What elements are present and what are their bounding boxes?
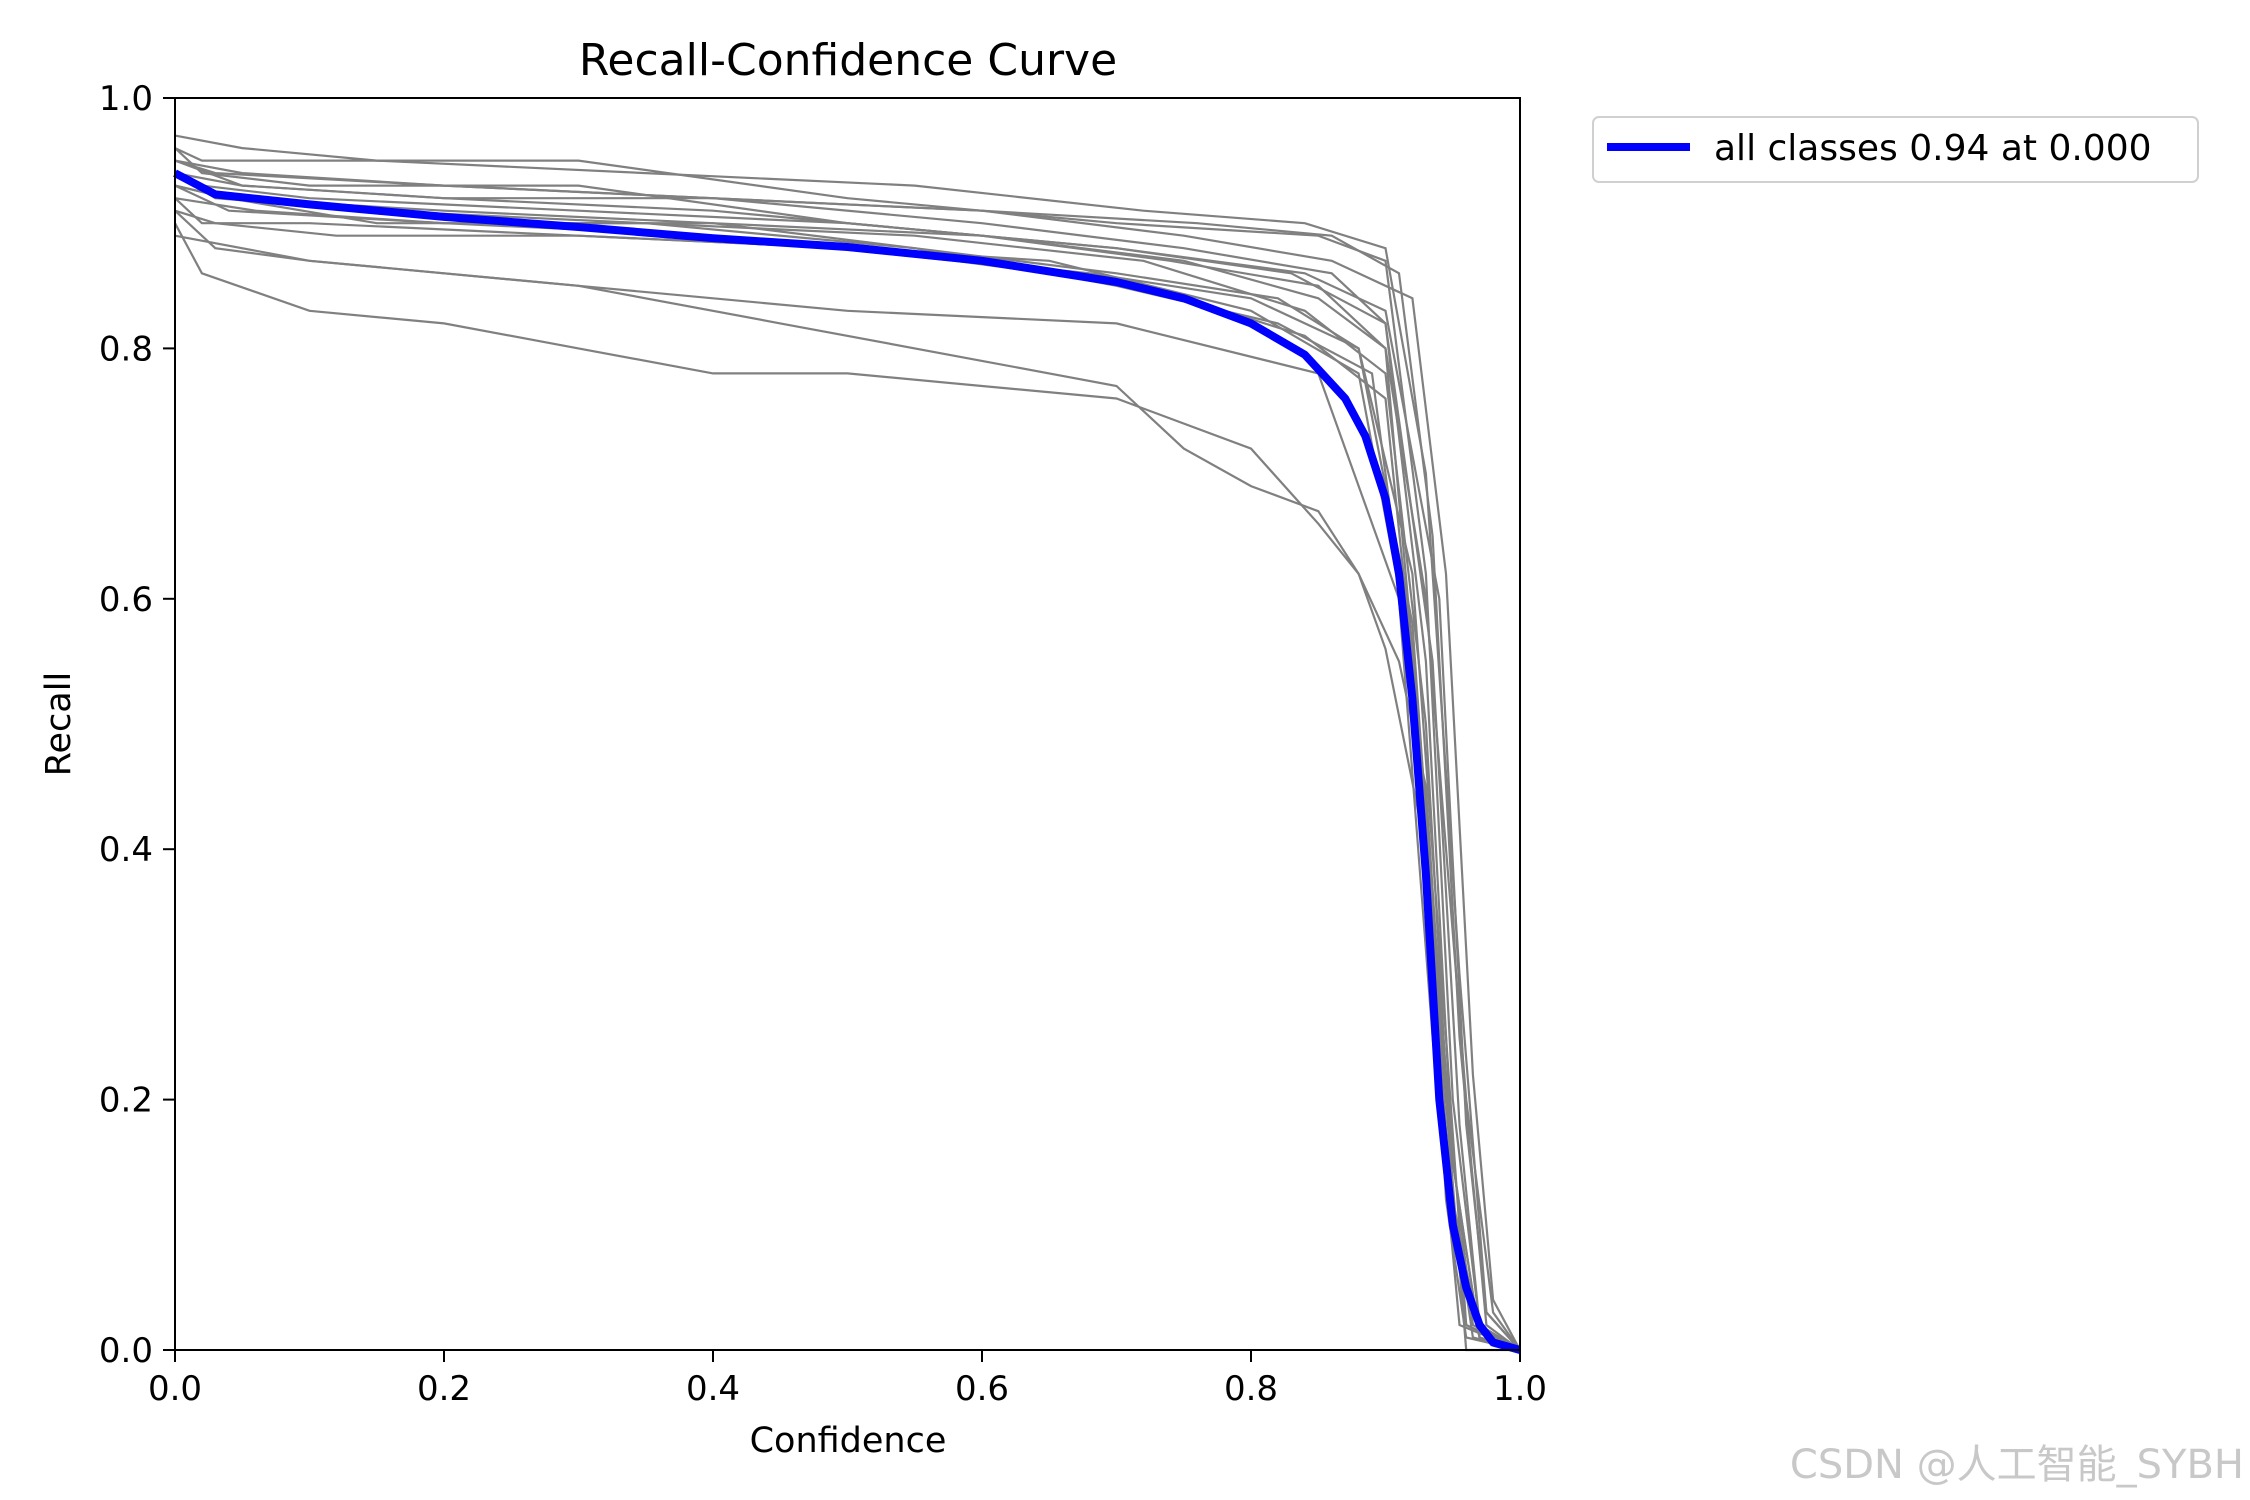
- x-tick-label: 0.2: [417, 1369, 471, 1409]
- y-tick-label: 0.2: [99, 1081, 153, 1121]
- y-tick-label: 0.0: [99, 1331, 153, 1371]
- x-tick-label: 0.0: [148, 1369, 202, 1409]
- y-tick-label: 1.0: [99, 79, 153, 119]
- y-tick-label: 0.6: [99, 580, 153, 620]
- chart-title: Recall-Confidence Curve: [579, 35, 1117, 86]
- y-axis-label: Recall: [39, 672, 79, 776]
- legend: all classes 0.94 at 0.000: [1592, 116, 2199, 183]
- all-classes-curve: [173, 169, 1522, 1354]
- plot-area: [173, 97, 1522, 1354]
- x-axis-label: Confidence: [750, 1421, 947, 1461]
- class-curve-18: [174, 172, 1521, 1351]
- x-tick-label: 1.0: [1493, 1369, 1547, 1409]
- legend-box: [1592, 116, 2199, 183]
- class-curve-6: [174, 134, 1521, 1351]
- class-curve-1: [174, 147, 1521, 1351]
- class-curve-16: [174, 159, 1521, 1351]
- x-axis-ticks: 0.0 0.2 0.4 0.6 0.8 1.0: [148, 1350, 1547, 1409]
- class-curve-15: [174, 209, 1521, 1351]
- plot-frame: [174, 97, 1521, 1351]
- y-tick-label: 0.8: [99, 329, 153, 369]
- all-classes-curve-group: [173, 169, 1522, 1354]
- y-axis-ticks: 0.0 0.2 0.4 0.6 0.8 1.0: [99, 79, 175, 1371]
- plot-background: [175, 98, 1520, 1350]
- x-tick-label: 0.4: [686, 1369, 740, 1409]
- legend-label: all classes 0.94 at 0.000: [1714, 128, 2152, 169]
- class-curve-12: [174, 184, 1521, 1351]
- x-tick-label: 0.8: [1224, 1369, 1278, 1409]
- x-tick-label: 0.6: [955, 1369, 1009, 1409]
- y-tick-label: 0.4: [99, 830, 153, 870]
- watermark: CSDN @人工智能_SYBH: [1789, 1442, 2244, 1488]
